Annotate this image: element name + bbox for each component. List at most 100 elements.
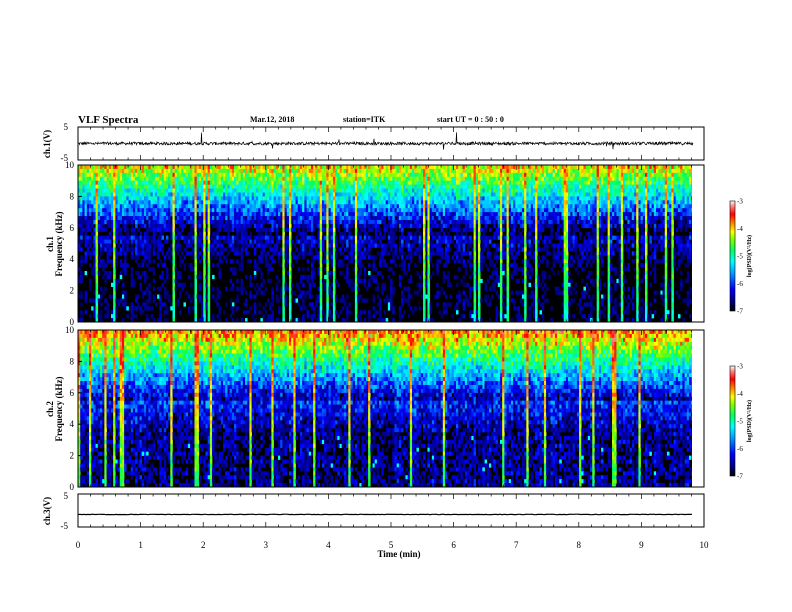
spectrogram-cell <box>302 204 305 209</box>
spectrogram-cell <box>216 219 219 225</box>
spectrogram-cell <box>198 188 202 193</box>
spectrogram-cell <box>262 251 266 256</box>
spectrogram-cell <box>293 208 296 213</box>
spectrogram-cell <box>124 255 127 260</box>
spectrogram-cell <box>442 208 446 213</box>
spectrogram-cell <box>93 165 96 170</box>
spectrogram-cell <box>449 302 452 307</box>
spectrogram-cell <box>119 208 123 213</box>
spectrogram-cell <box>157 255 160 260</box>
spectrogram-cell <box>238 172 241 178</box>
spectrogram-cell <box>203 259 206 264</box>
spectrogram-cell <box>313 255 316 260</box>
spectrogram-cell <box>181 212 184 217</box>
spectrogram-cell <box>346 318 349 323</box>
spectrogram-cell <box>306 184 310 189</box>
spectrogram-cell <box>313 176 316 181</box>
figure-title: VLF Spectra <box>78 114 139 126</box>
spectrogram-cell <box>359 251 362 256</box>
spectrogram-cell <box>319 294 323 299</box>
spectrogram-cell <box>401 184 404 189</box>
spectrogram-cell <box>251 188 255 193</box>
spectrogram-cell <box>469 204 472 209</box>
spectrogram-cell <box>113 302 116 307</box>
spectrogram-cell <box>104 192 107 197</box>
spectrogram-cell <box>218 243 222 248</box>
spectrogram-cell <box>326 200 329 205</box>
spectrogram-cell <box>277 204 281 209</box>
spectrogram-cell <box>264 196 268 201</box>
spectrogram-cell <box>409 278 413 284</box>
spectrogram-cell <box>434 196 437 201</box>
spectrogram-cell <box>198 243 202 248</box>
spectrogram-cell <box>229 247 233 252</box>
spectrogram-cell <box>405 188 408 193</box>
spectrogram-cell <box>126 212 129 217</box>
spectrogram-cell <box>225 168 228 174</box>
spectrogram-cell <box>304 247 307 252</box>
spectrogram-cell <box>130 219 134 225</box>
spectrogram-cell <box>207 172 211 178</box>
spectrogram-cell <box>462 172 466 178</box>
spectrogram-cell <box>260 176 263 181</box>
spectrogram-cell <box>249 180 252 185</box>
spectrogram-cell <box>115 168 118 174</box>
spectrogram-cell <box>390 208 393 213</box>
spectrogram-cell <box>130 172 134 178</box>
spectrogram-cell <box>163 223 167 229</box>
spectrogram-cell <box>390 204 393 209</box>
spectrogram-cell <box>332 216 336 221</box>
spectrogram-cell <box>132 165 136 170</box>
spectrogram-cell <box>414 223 417 229</box>
spectrogram-cell <box>95 208 99 213</box>
spectrogram-cell <box>348 196 351 201</box>
spectrogram-cell <box>251 192 255 197</box>
spectrogram-cell <box>330 168 334 174</box>
spectrogram-cell <box>299 247 303 252</box>
spectrogram-cell <box>337 184 340 189</box>
spectrogram-cell <box>130 208 134 213</box>
spectrogram-cell <box>445 239 448 244</box>
spectrogram-cell <box>207 282 211 287</box>
spectrogram-cell <box>168 196 171 201</box>
spectrogram-cell <box>84 168 88 174</box>
spectrogram-cell <box>143 192 147 197</box>
spectrogram-cell <box>176 172 180 178</box>
spectrogram-cell <box>124 184 127 189</box>
spectrogram-cell <box>286 219 290 225</box>
spectrogram-cell <box>139 172 143 178</box>
spectrogram-cell <box>196 184 200 189</box>
spectrogram-cell <box>229 259 233 264</box>
spectrogram-cell <box>394 223 397 229</box>
spectrogram-cell <box>456 239 459 244</box>
spectrogram-cell <box>194 216 197 221</box>
spectrogram-cell <box>284 192 288 197</box>
spectrogram-cell <box>159 310 162 315</box>
spectrogram-cell <box>394 227 397 233</box>
spectrogram-cell <box>207 165 211 170</box>
spectrogram-cell <box>383 223 386 229</box>
spectrogram-cell <box>357 208 360 213</box>
spectrogram-cell <box>328 212 332 217</box>
spectrogram-cell <box>174 192 178 197</box>
spectrogram-cell <box>185 168 189 174</box>
spectrogram-cell <box>368 219 371 225</box>
spectrogram-cell <box>159 231 162 236</box>
spectrogram-cell <box>152 216 156 221</box>
spectrogram-cell <box>141 310 145 315</box>
spectrogram-cell <box>275 200 279 205</box>
spectrogram-cell <box>315 204 318 209</box>
spectrogram-cell <box>407 208 411 213</box>
spectrogram-cell <box>332 278 336 284</box>
spectrogram-cell <box>141 200 145 205</box>
spectrogram-cell <box>117 251 121 256</box>
spectrogram-cell <box>350 223 354 229</box>
spectrogram-cell <box>229 168 233 174</box>
spectrogram-cell <box>302 243 305 248</box>
spectrogram-cell <box>203 216 206 221</box>
spectrogram-cell <box>132 278 136 284</box>
spectrogram-cell <box>225 196 228 201</box>
spectrogram-cell <box>99 180 103 185</box>
spectrogram-cell <box>390 223 393 229</box>
spectrogram-cell <box>80 216 83 221</box>
